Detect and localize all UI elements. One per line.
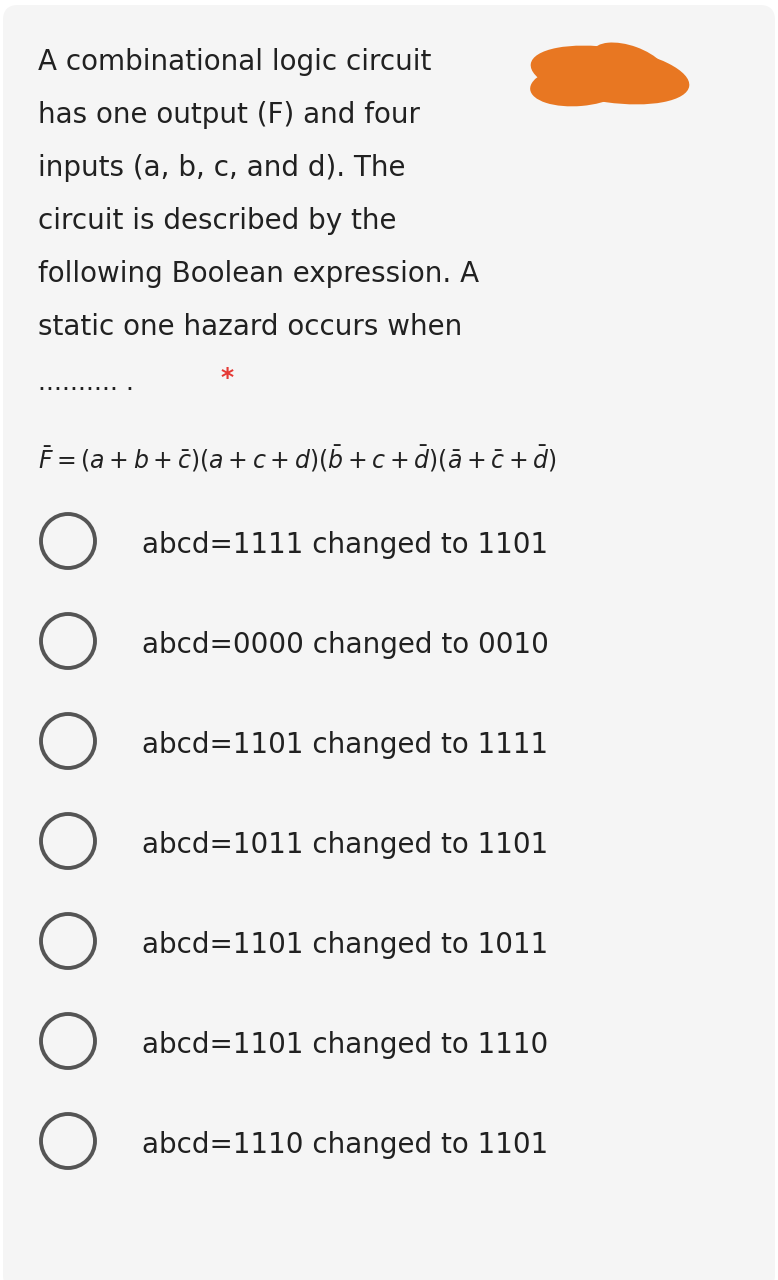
Text: following Boolean expression. A: following Boolean expression. A bbox=[38, 260, 479, 288]
Text: abcd=0000 changed to 0010: abcd=0000 changed to 0010 bbox=[142, 631, 548, 659]
Ellipse shape bbox=[538, 51, 592, 88]
Text: abcd=1110 changed to 1101: abcd=1110 changed to 1101 bbox=[142, 1132, 548, 1158]
Text: circuit is described by the: circuit is described by the bbox=[38, 207, 397, 236]
Ellipse shape bbox=[531, 46, 689, 105]
Text: abcd=1101 changed to 1011: abcd=1101 changed to 1011 bbox=[142, 931, 548, 959]
Text: $\bar{F} = (a + b + \bar{c})(a + c + d)(\bar{b} + c + \bar{d})(\bar{a} + \bar{c}: $\bar{F} = (a + b + \bar{c})(a + c + d)(… bbox=[38, 443, 556, 474]
Text: has one output (F) and four: has one output (F) and four bbox=[38, 101, 420, 129]
Ellipse shape bbox=[530, 64, 630, 106]
Ellipse shape bbox=[592, 42, 668, 87]
Text: abcd=1111 changed to 1101: abcd=1111 changed to 1101 bbox=[142, 531, 548, 559]
Text: inputs (a, b, c, and d). The: inputs (a, b, c, and d). The bbox=[38, 154, 405, 182]
Text: abcd=1011 changed to 1101: abcd=1011 changed to 1101 bbox=[142, 831, 548, 859]
Text: abcd=1101 changed to 1111: abcd=1101 changed to 1111 bbox=[142, 731, 548, 759]
Text: *: * bbox=[220, 366, 233, 390]
Text: A combinational logic circuit: A combinational logic circuit bbox=[38, 47, 431, 76]
Text: .......... .: .......... . bbox=[38, 371, 134, 396]
Text: static one hazard occurs when: static one hazard occurs when bbox=[38, 314, 462, 340]
Text: abcd=1101 changed to 1110: abcd=1101 changed to 1110 bbox=[142, 1030, 548, 1059]
FancyBboxPatch shape bbox=[3, 5, 775, 1280]
